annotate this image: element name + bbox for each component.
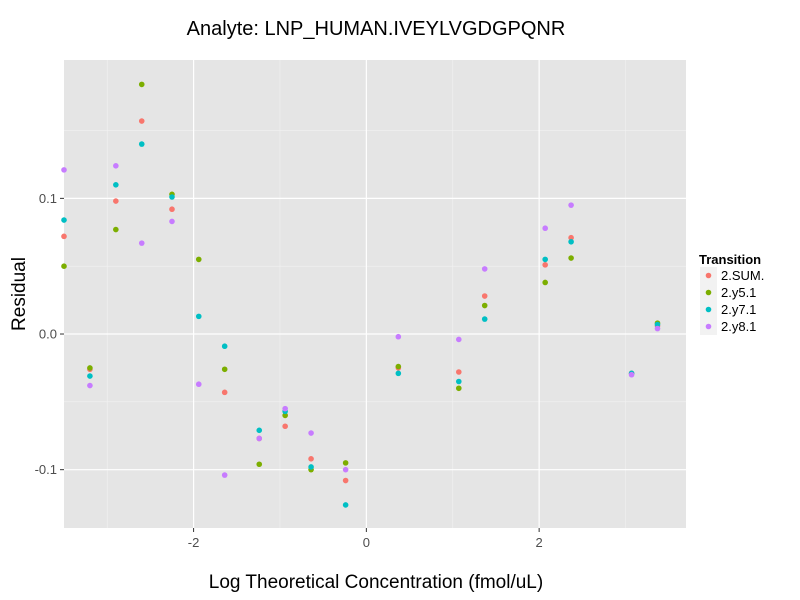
x-axis: -2 0 2 [188,528,543,550]
data-point-2-sum [481,293,488,299]
data-point-2-y7-1 [455,378,462,385]
data-point-2-sum [308,456,314,462]
legend-marker-2-y8-1 [705,323,712,330]
legend-marker-2-y7-1 [705,306,712,313]
data-point-2-y7-1 [654,321,661,328]
data-point-2-y5-1 [481,302,488,309]
y-axis: -0.1 0.0 0.1 [35,191,64,477]
data-point-2-y8-1 [169,218,175,225]
y-tick-label: 0.1 [39,191,57,206]
data-point-2-y5-1 [395,363,402,370]
data-point-2-sum [113,198,119,204]
legend-label-2-y5-1: 2.y5.1 [721,285,756,300]
data-point-2-y7-1 [308,464,314,470]
data-point-2-y5-1 [195,256,202,263]
minor-grid [64,60,686,528]
data-point-2-y8-1 [395,333,402,340]
data-point-2-sum [342,477,349,484]
data-point-2-y7-1 [542,256,548,263]
x-tick-label: -2 [188,535,200,550]
data-point-2-y5-1 [342,460,349,466]
legend-title: Transition [699,252,761,267]
data-point-2-y7-1 [221,343,228,350]
data-point-2-y7-1 [169,194,175,200]
data-point-2-y7-1 [256,427,263,434]
data-point-2-y7-1 [481,316,488,322]
x-tick-label: 0 [363,535,370,550]
data-point-2-y7-1 [395,370,402,377]
major-grid [64,60,686,528]
plot-panel [64,60,686,528]
data-point-2-y8-1 [221,472,228,478]
data-point-2-y7-1 [342,502,349,508]
data-point-2-y5-1 [568,255,574,261]
data-point-2-sum [138,118,145,124]
data-point-2-y8-1 [308,430,314,436]
data-point-2-sum [169,206,175,213]
data-point-2-y5-1 [282,412,288,419]
data-point-2-y8-1 [568,202,574,208]
legend-marker-2-sum [705,272,712,279]
data-point-2-y8-1 [654,325,661,332]
data-point-2-y8-1 [138,240,145,246]
data-point-2-y5-1 [455,385,462,392]
data-point-2-y8-1 [87,382,93,389]
data-point-2-y5-1 [542,279,548,286]
data-point-2-y5-1 [87,365,93,371]
data-point-2-y7-1 [87,373,93,379]
data-point-2-y8-1 [113,163,119,169]
legend: Transition 2.SUM. 2.y5.1 2.y7.1 2.y8.1 [699,252,764,335]
y-axis-title: Residual [9,257,30,331]
legend-label-2-y7-1: 2.y7.1 [721,302,756,317]
data-point-2-y7-1 [138,141,145,147]
data-point-2-sum [221,389,228,396]
legend-label-2-sum: 2.SUM. [721,268,764,283]
x-tick-label: 2 [536,535,543,550]
data-point-2-y7-1 [61,217,67,223]
data-point-2-sum [61,233,67,240]
data-point-2-y8-1 [342,466,349,473]
data-point-2-y5-1 [256,461,263,468]
data-point-2-sum [542,262,548,268]
y-tick-label: 0.0 [39,327,57,342]
data-point-2-y8-1 [455,336,462,343]
data-point-2-y5-1 [221,366,228,373]
legend-marker-2-y5-1 [705,289,712,296]
data-point-2-y8-1 [481,266,488,272]
y-tick-label: -0.1 [35,462,57,477]
data-point-2-y5-1 [138,81,145,88]
data-point-2-y7-1 [568,238,574,245]
data-point-2-y8-1 [542,225,548,232]
data-point-2-y8-1 [282,405,288,412]
data-point-2-y8-1 [256,435,263,442]
data-point-2-y8-1 [628,371,635,378]
data-point-2-sum [282,423,288,430]
x-axis-title: Log Theoretical Concentration (fmol/uL) [209,572,543,593]
data-point-2-sum [455,369,462,375]
data-point-2-sum [568,234,574,241]
data-point-2-y5-1 [113,226,119,233]
data-point-2-y7-1 [195,313,202,320]
data-point-2-y5-1 [61,263,67,269]
legend-label-2-y8-1: 2.y8.1 [721,319,756,334]
data-points [61,81,661,508]
data-point-2-y7-1 [113,182,119,188]
data-point-2-y8-1 [61,167,67,173]
data-point-2-y8-1 [195,381,202,388]
chart-title: Analyte: LNP_HUMAN.IVEYLVGDGPQNR [187,18,566,40]
